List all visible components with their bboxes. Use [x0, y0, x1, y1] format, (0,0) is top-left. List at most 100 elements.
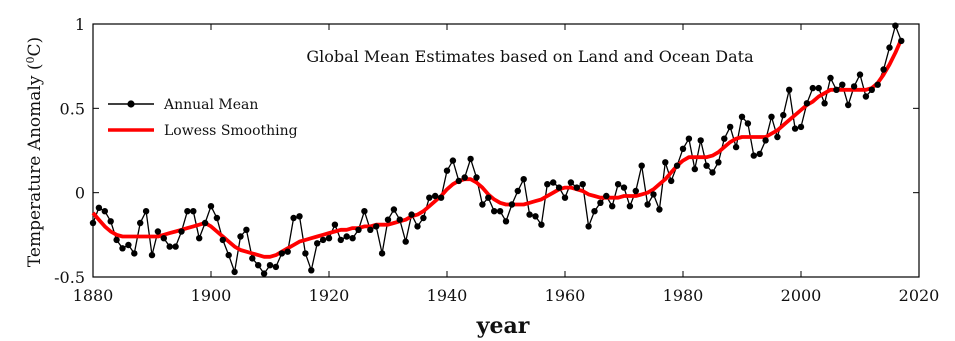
legend-annual-mean-label: Annual Mean — [163, 97, 258, 113]
annual-mean-point — [514, 187, 521, 195]
annual-mean-point — [142, 208, 150, 215]
annual-mean-point — [249, 255, 256, 262]
annual-mean-point — [207, 203, 215, 210]
annual-mean-point — [697, 137, 704, 144]
annual-mean-point — [319, 236, 327, 244]
annual-mean-point — [231, 268, 238, 276]
annual-mean-point — [219, 236, 226, 244]
x-tick-label: 1920 — [309, 286, 350, 305]
annual-mean-point — [402, 238, 409, 245]
annual-mean-point — [260, 270, 268, 277]
annual-mean-point — [137, 219, 144, 227]
annual-mean-point — [432, 192, 439, 200]
x-tick-label: 1980 — [663, 286, 704, 305]
annual-mean-point — [331, 221, 339, 228]
annual-mean-point — [868, 86, 875, 94]
x-tick-label: 1960 — [545, 286, 586, 305]
annual-mean-point — [190, 208, 197, 215]
annual-mean-point — [390, 206, 398, 213]
annual-mean-point — [485, 194, 492, 201]
annual-mean-point — [343, 233, 350, 240]
annual-mean-point — [455, 177, 462, 185]
annual-mean-point — [638, 162, 645, 169]
annual-mean-point — [314, 240, 321, 247]
annual-mean-point — [561, 194, 569, 201]
series-layer — [89, 22, 905, 277]
annual-mean-point — [308, 267, 315, 274]
annual-mean-point — [378, 250, 386, 257]
annual-mean-point — [850, 83, 858, 90]
annual-mean-point — [650, 191, 657, 198]
x-axis-label: year — [476, 313, 530, 339]
y-tick-label: 0.5 — [60, 99, 85, 118]
annual-mean-point — [479, 201, 486, 208]
annual-mean-point — [898, 37, 905, 45]
annual-mean-point — [113, 236, 120, 244]
annual-mean-point — [715, 159, 722, 166]
annual-mean-point — [237, 233, 244, 240]
annual-mean-point — [892, 22, 899, 29]
annual-mean-point — [709, 169, 716, 176]
annual-mean-point — [172, 243, 179, 250]
annual-mean-point — [367, 226, 374, 233]
plot-frame — [92, 23, 920, 278]
annual-mean-point — [125, 241, 132, 249]
annual-mean-point — [131, 250, 138, 257]
annual-mean-point — [886, 44, 893, 51]
annual-mean-point — [555, 184, 563, 191]
annual-mean-point — [673, 162, 681, 169]
legend-lowess-label: Lowess Smoothing — [164, 123, 298, 139]
annual-mean-point — [762, 137, 769, 144]
x-tick-label: 1880 — [73, 286, 114, 305]
annual-mean-point — [496, 208, 504, 215]
annual-mean-point — [213, 214, 221, 222]
annual-mean-point — [437, 194, 445, 201]
annual-mean-point — [827, 74, 834, 82]
annual-mean-point — [803, 100, 811, 107]
annual-mean-point — [791, 125, 799, 132]
annual-mean-point — [272, 263, 280, 271]
annual-mean-point — [579, 181, 586, 188]
annual-mean-point — [526, 211, 533, 218]
annual-mean-point — [426, 194, 433, 201]
annual-mean-point — [567, 179, 575, 186]
annual-mean-point — [502, 218, 510, 225]
annual-mean-point — [396, 216, 403, 223]
annual-mean-point — [603, 192, 610, 200]
series-lowess-line — [91, 38, 904, 259]
annual-mean-point — [550, 179, 557, 186]
annual-mean-point — [591, 208, 598, 215]
annual-mean-point — [178, 228, 185, 235]
annual-mean-point — [703, 162, 710, 169]
annual-mean-point — [278, 250, 285, 257]
annual-mean-point — [874, 81, 881, 88]
legend-annual-mean-marker — [127, 100, 135, 108]
y-tick-label: -0.5 — [54, 268, 85, 287]
annual-mean-point — [355, 226, 362, 233]
annual-mean-point — [721, 135, 728, 142]
annual-mean-point — [349, 235, 356, 242]
x-tick-label: 2000 — [781, 286, 822, 305]
x-tick-label: 2020 — [899, 286, 940, 305]
annual-mean-point — [845, 101, 852, 109]
x-axis-ticks: 1880 1900 1920 1940 1960 1980 2000 2020 — [73, 24, 940, 305]
annual-mean-point — [414, 223, 421, 230]
annual-mean-point — [508, 201, 516, 208]
annual-mean-point — [154, 228, 162, 235]
annual-mean-point — [201, 219, 209, 227]
x-tick-label: 1900 — [191, 286, 232, 305]
annual-mean-point — [538, 221, 545, 228]
annual-mean-point — [255, 262, 262, 269]
x-tick-label: 1940 — [427, 286, 468, 305]
annual-mean-point — [597, 199, 604, 206]
annual-mean-point — [797, 123, 805, 131]
annual-mean-point — [160, 235, 167, 242]
annual-mean-point — [732, 143, 740, 151]
annual-mean-point — [491, 208, 498, 215]
legend: Annual Mean Lowess Smoothing — [108, 97, 298, 139]
annual-mean-point — [166, 243, 173, 250]
annual-mean-point — [361, 208, 368, 215]
annual-mean-point — [89, 219, 97, 227]
annual-mean-point — [727, 123, 734, 131]
